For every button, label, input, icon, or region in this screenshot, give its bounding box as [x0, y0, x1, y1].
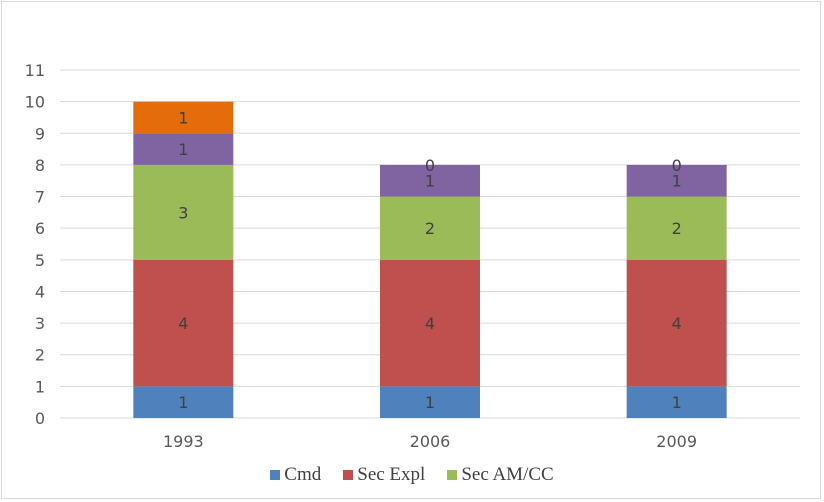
- data-label: 1: [672, 172, 682, 191]
- bar-segment: [133, 164, 234, 260]
- y-tick-label: 4: [35, 282, 45, 301]
- data-label: 2: [672, 219, 682, 238]
- data-label: 0: [672, 156, 682, 175]
- y-tick-label: 2: [35, 346, 45, 365]
- bar-segment: [380, 196, 480, 260]
- y-tick-label: 9: [35, 124, 45, 143]
- data-label: 1: [178, 108, 188, 127]
- x-tick-label: 2009: [656, 432, 697, 451]
- bar-segment: [380, 259, 480, 387]
- data-label: 1: [178, 393, 188, 412]
- legend-label-cmd: Cmd: [284, 464, 322, 485]
- data-label: 1: [425, 393, 435, 412]
- bar-segment: [626, 164, 727, 197]
- bar-segment: [380, 164, 480, 197]
- x-tick-label: 2006: [410, 432, 451, 451]
- data-label: 1: [425, 172, 435, 191]
- bar-segment: [626, 196, 727, 260]
- bar-segment: [626, 259, 727, 387]
- y-tick-label: 11: [25, 61, 45, 80]
- legend-label-sec-am-cc: Sec AM/CC: [461, 464, 554, 485]
- bar-segment: [133, 101, 234, 134]
- legend-swatch-cmd: [270, 470, 281, 480]
- data-label: 4: [178, 314, 188, 333]
- data-label: 4: [672, 314, 682, 333]
- legend: Cmd Sec Expl Sec AM/CC: [0, 464, 824, 486]
- legend-item-sec-expl: Sec Expl: [343, 464, 425, 486]
- legend-swatch-sec-expl: [343, 470, 354, 480]
- x-axis-tick-labels: 1993 2006 2009: [163, 432, 697, 451]
- y-axis-tick-labels: 0 1 2 3 4 5 6 7 8 9 10 11: [25, 61, 45, 428]
- bar-segment: [133, 386, 234, 418]
- legend-item-sec-am-cc: Sec AM/CC: [447, 464, 554, 486]
- y-tick-label: 6: [35, 219, 45, 238]
- y-tick-label: 3: [35, 314, 45, 333]
- legend-swatch-sec-am-cc: [447, 470, 458, 480]
- y-tick-label: 0: [35, 409, 45, 428]
- y-tick-label: 1: [35, 377, 45, 396]
- data-label: 2: [425, 219, 435, 238]
- bar-segment: [626, 386, 727, 418]
- legend-label-sec-expl: Sec Expl: [357, 464, 426, 485]
- bar-segment: [133, 259, 234, 387]
- data-label: 1: [178, 140, 188, 159]
- x-tick-label: 1993: [163, 432, 204, 451]
- bar-segment: [133, 133, 234, 165]
- y-tick-label: 7: [35, 188, 45, 207]
- y-tick-label: 10: [25, 93, 45, 112]
- data-label: 0: [425, 156, 435, 175]
- data-label: 3: [178, 203, 188, 222]
- data-label: 1: [672, 393, 682, 412]
- bar-segment: [380, 386, 480, 418]
- legend-item-cmd: Cmd: [270, 464, 321, 486]
- y-tick-label: 5: [35, 251, 45, 270]
- y-tick-label: 8: [35, 156, 45, 175]
- data-label: 4: [425, 314, 435, 333]
